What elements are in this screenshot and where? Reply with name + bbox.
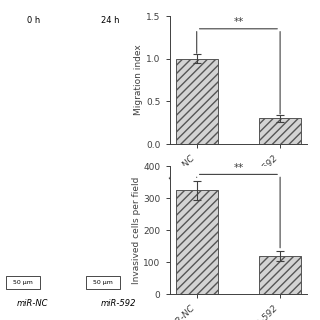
Bar [259, 118, 301, 144]
Bar [176, 59, 218, 144]
Text: miR-NC: miR-NC [16, 299, 48, 308]
Text: 50 μm: 50 μm [93, 280, 113, 285]
Y-axis label: Invasived cells per field: Invasived cells per field [132, 177, 140, 284]
Text: 0 h: 0 h [27, 16, 41, 25]
Text: 24 h: 24 h [101, 16, 120, 25]
FancyBboxPatch shape [86, 276, 120, 289]
Text: miR-592: miR-592 [101, 299, 136, 308]
Bar [259, 256, 301, 294]
Y-axis label: Migration index: Migration index [134, 44, 143, 116]
Text: 50 μm: 50 μm [13, 280, 33, 285]
FancyBboxPatch shape [6, 276, 40, 289]
Text: **: ** [233, 17, 244, 27]
Text: **: ** [233, 163, 244, 173]
Bar [176, 190, 218, 294]
